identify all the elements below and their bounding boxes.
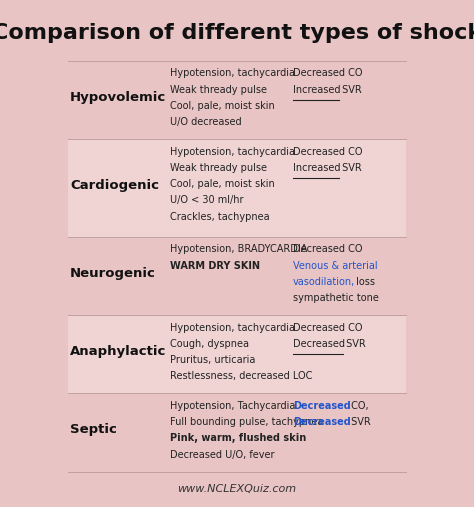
Text: Decreased CO: Decreased CO bbox=[293, 244, 363, 255]
Text: Cough, dyspnea: Cough, dyspnea bbox=[170, 339, 249, 349]
Text: Pink, warm, flushed skin: Pink, warm, flushed skin bbox=[170, 433, 307, 443]
Text: CO,: CO, bbox=[348, 401, 369, 411]
Text: SVR: SVR bbox=[343, 339, 365, 349]
Text: Hypotension, tachycardia: Hypotension, tachycardia bbox=[170, 322, 295, 333]
Text: www.NCLEXQuiz.com: www.NCLEXQuiz.com bbox=[177, 484, 297, 494]
Text: Decreased: Decreased bbox=[293, 401, 351, 411]
Text: Decreased U/O, fever: Decreased U/O, fever bbox=[170, 450, 275, 459]
Text: Increased: Increased bbox=[293, 163, 341, 173]
Text: loss: loss bbox=[353, 277, 375, 287]
FancyBboxPatch shape bbox=[68, 61, 406, 139]
Text: SVR: SVR bbox=[338, 163, 361, 173]
Text: Neurogenic: Neurogenic bbox=[70, 267, 156, 280]
Text: Weak thready pulse: Weak thready pulse bbox=[170, 163, 267, 173]
Text: U/O < 30 ml/hr: U/O < 30 ml/hr bbox=[170, 195, 244, 205]
Text: Hypotension, tachycardia: Hypotension, tachycardia bbox=[170, 147, 295, 157]
Text: U/O decreased: U/O decreased bbox=[170, 117, 242, 127]
Text: Cardiogenic: Cardiogenic bbox=[70, 179, 159, 192]
Text: sympathetic tone: sympathetic tone bbox=[293, 293, 379, 303]
FancyBboxPatch shape bbox=[68, 393, 406, 472]
Text: Cool, pale, moist skin: Cool, pale, moist skin bbox=[170, 179, 275, 189]
Text: Hypotension, tachycardia: Hypotension, tachycardia bbox=[170, 68, 295, 79]
Text: Crackles, tachypnea: Crackles, tachypnea bbox=[170, 211, 270, 222]
Text: Decreased CO: Decreased CO bbox=[293, 68, 363, 79]
Text: Decreased CO: Decreased CO bbox=[293, 322, 363, 333]
Text: Full bounding pulse, tachypnea: Full bounding pulse, tachypnea bbox=[170, 417, 324, 427]
Text: Cool, pale, moist skin: Cool, pale, moist skin bbox=[170, 101, 275, 111]
Text: Restlessness, decreased LOC: Restlessness, decreased LOC bbox=[170, 371, 313, 381]
FancyBboxPatch shape bbox=[68, 315, 406, 393]
Text: SVR: SVR bbox=[348, 417, 371, 427]
Text: Decreased CO: Decreased CO bbox=[293, 147, 363, 157]
Text: Comparison of different types of shock: Comparison of different types of shock bbox=[0, 23, 474, 43]
Text: Septic: Septic bbox=[70, 423, 117, 437]
Text: Decreased: Decreased bbox=[293, 339, 345, 349]
Text: vasodilation,: vasodilation, bbox=[293, 277, 356, 287]
Text: Venous & arterial: Venous & arterial bbox=[293, 261, 378, 271]
Text: WARM DRY SKIN: WARM DRY SKIN bbox=[170, 261, 260, 271]
Text: Weak thready pulse: Weak thready pulse bbox=[170, 85, 267, 95]
Text: SVR: SVR bbox=[338, 85, 361, 95]
FancyBboxPatch shape bbox=[68, 237, 406, 315]
Text: Hypovolemic: Hypovolemic bbox=[70, 91, 166, 104]
Text: Hypotension, BRADYCARDIA: Hypotension, BRADYCARDIA bbox=[170, 244, 308, 255]
Text: Increased: Increased bbox=[293, 85, 341, 95]
Text: Pruritus, urticaria: Pruritus, urticaria bbox=[170, 355, 255, 365]
Text: Hypotension, Tachycardia: Hypotension, Tachycardia bbox=[170, 401, 296, 411]
Text: Anaphylactic: Anaphylactic bbox=[70, 345, 166, 358]
FancyBboxPatch shape bbox=[68, 139, 406, 237]
Text: Decreased: Decreased bbox=[293, 417, 351, 427]
